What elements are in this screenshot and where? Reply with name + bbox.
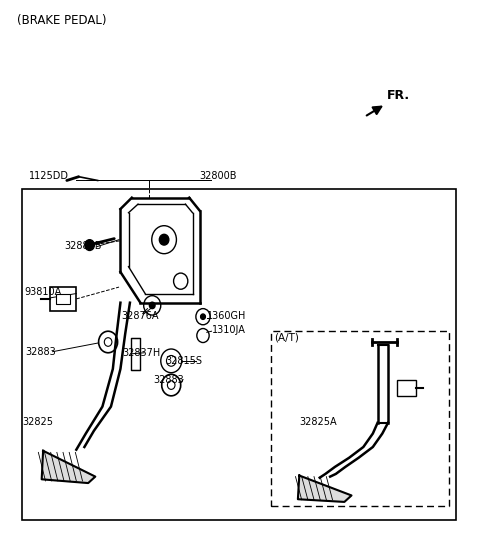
Text: 32825A: 32825A — [300, 417, 337, 426]
Text: 32883: 32883 — [25, 347, 56, 357]
Bar — [22, 189, 456, 520]
Circle shape — [201, 314, 205, 319]
Text: 1125DD: 1125DD — [29, 171, 69, 181]
Bar — [396, 380, 416, 396]
Text: 1360GH: 1360GH — [207, 311, 246, 321]
Polygon shape — [298, 475, 351, 502]
Text: 32876A: 32876A — [121, 311, 159, 321]
Text: FR.: FR. — [387, 89, 410, 102]
Bar — [56, 294, 70, 304]
Polygon shape — [42, 451, 96, 483]
Text: (A/T): (A/T) — [274, 333, 299, 343]
Circle shape — [159, 234, 169, 245]
Text: 32800B: 32800B — [200, 171, 237, 181]
Bar — [271, 331, 449, 506]
Text: 1310JA: 1310JA — [212, 325, 245, 335]
Circle shape — [85, 240, 95, 250]
Text: (BRAKE PEDAL): (BRAKE PEDAL) — [17, 14, 107, 27]
Text: 32815S: 32815S — [165, 356, 202, 366]
Text: 32881B: 32881B — [64, 241, 102, 251]
Circle shape — [149, 302, 155, 308]
Text: 32825: 32825 — [23, 417, 54, 426]
Bar — [50, 287, 76, 311]
Text: 93810A: 93810A — [24, 287, 61, 298]
Text: 32883: 32883 — [154, 375, 184, 385]
Text: 32837H: 32837H — [122, 348, 161, 358]
Bar — [131, 338, 140, 370]
